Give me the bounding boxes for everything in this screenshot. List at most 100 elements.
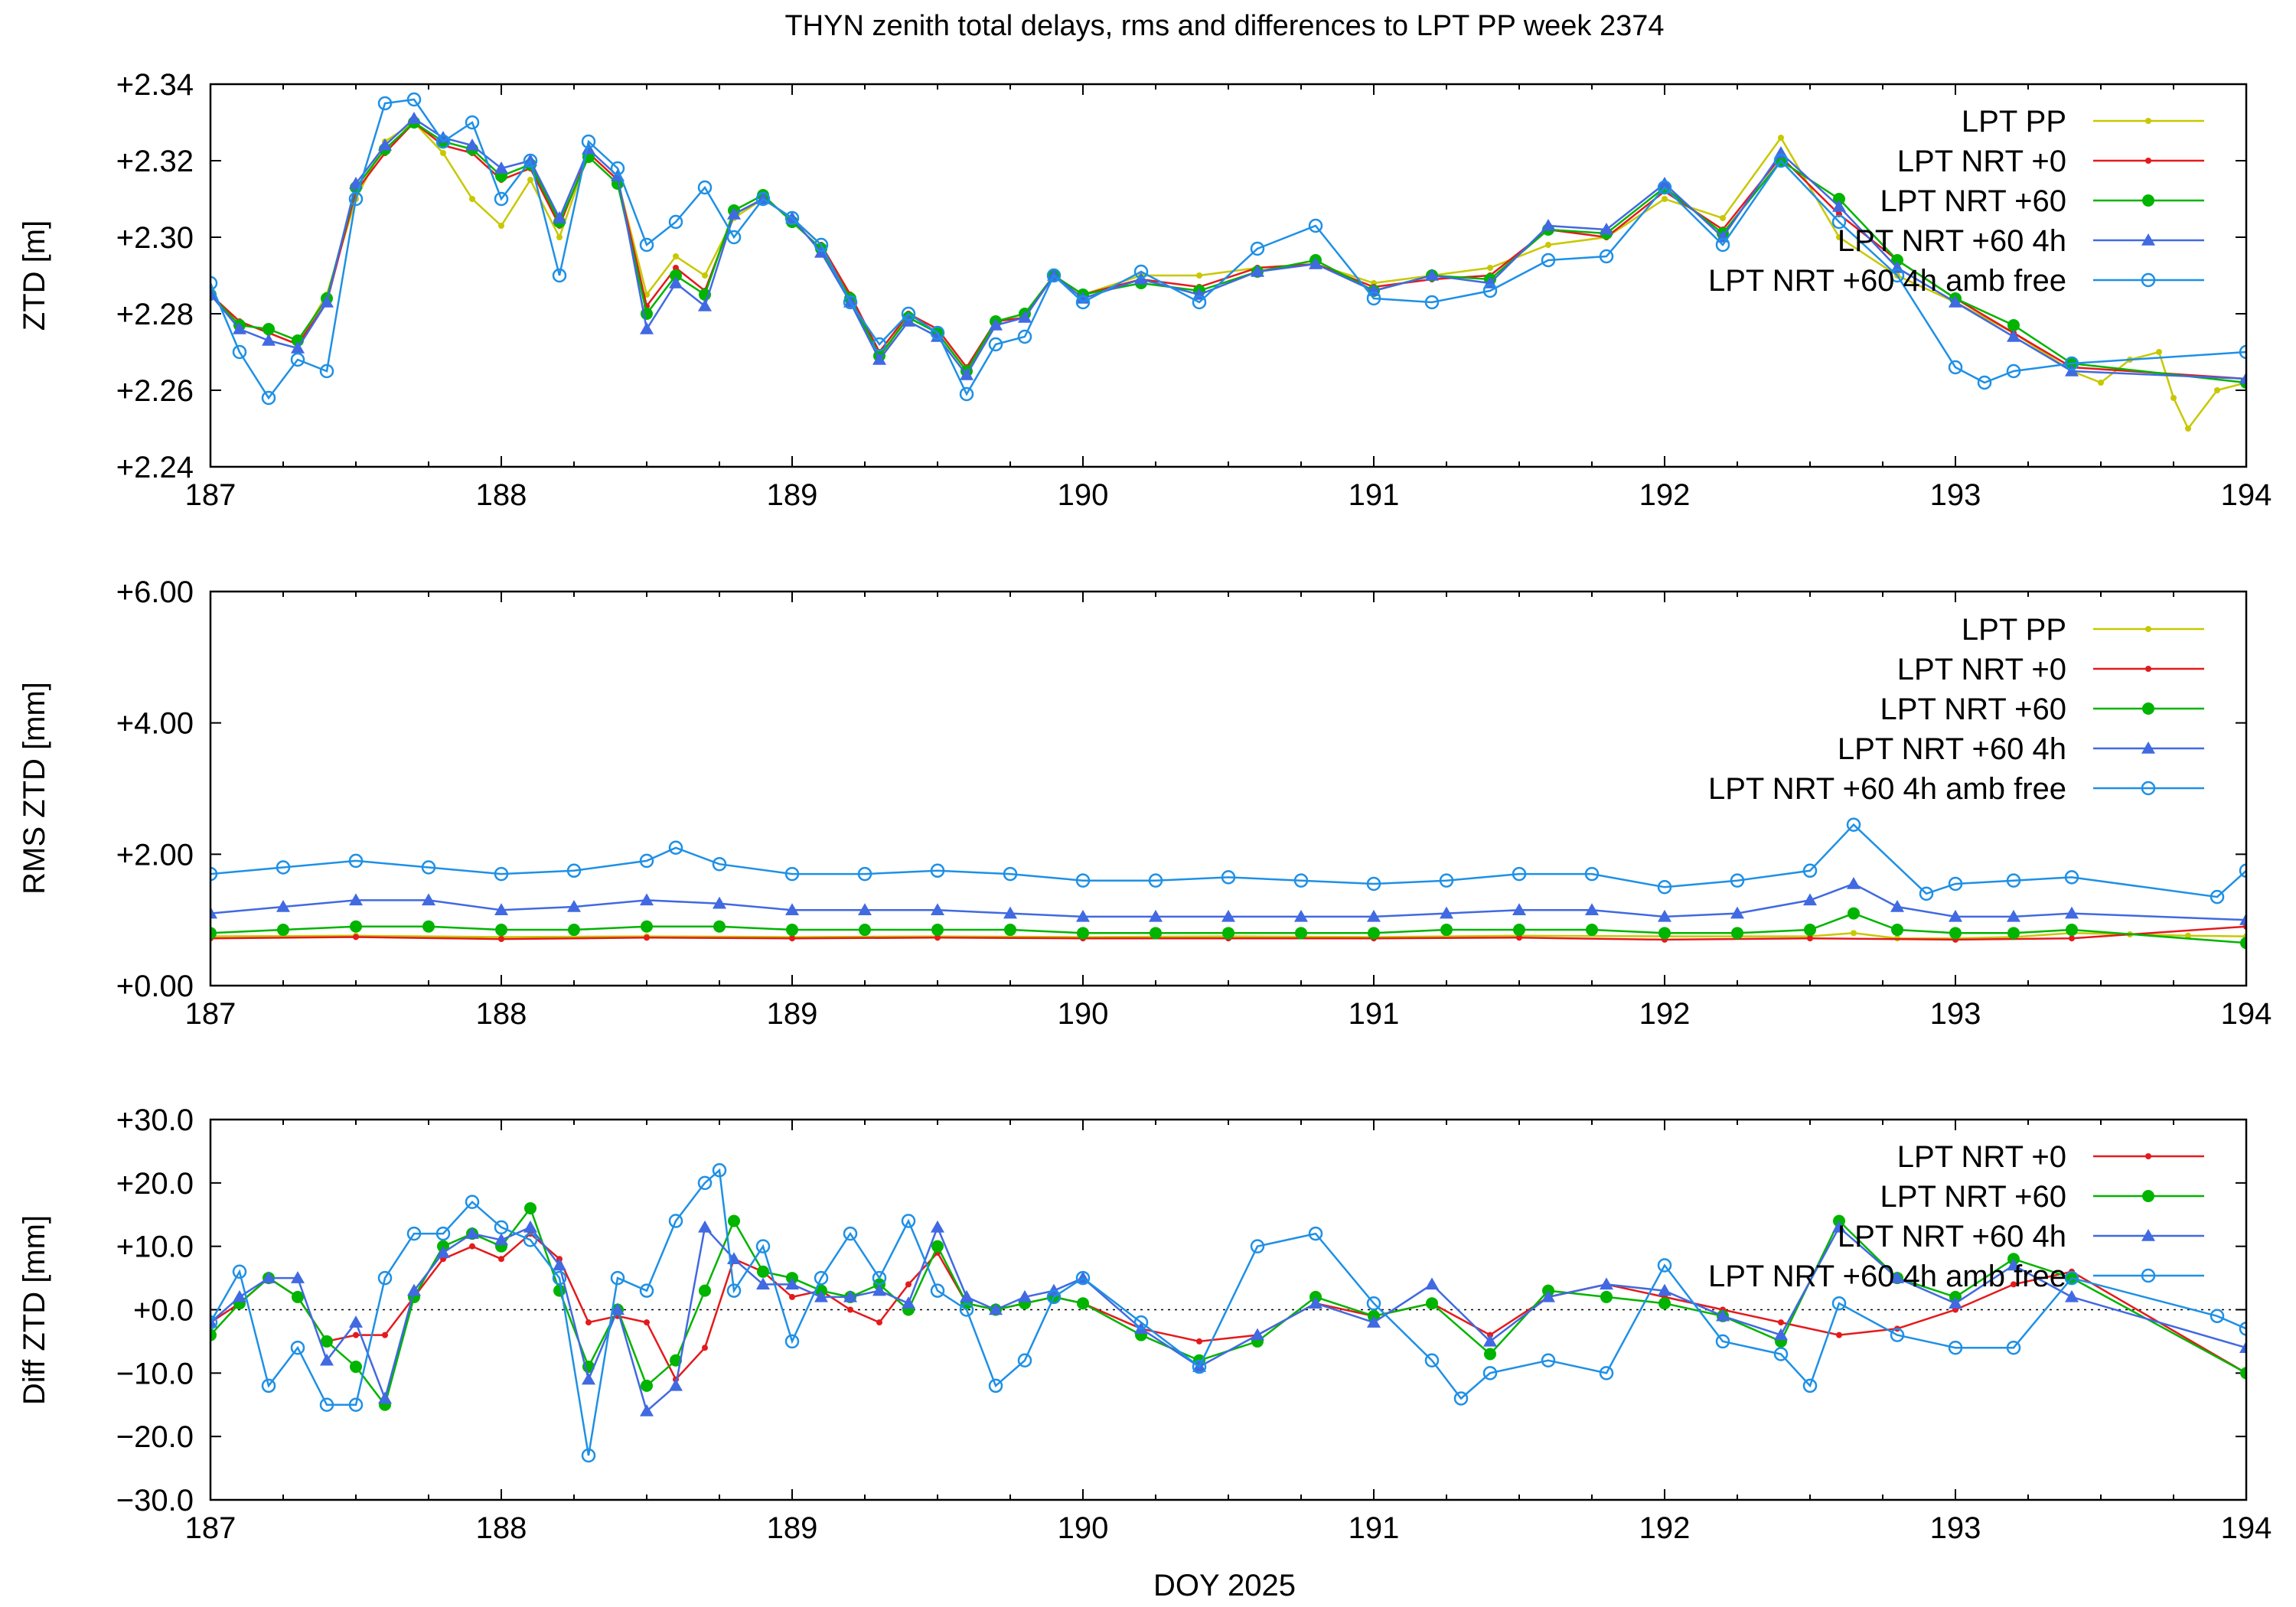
series-lpt-nrt-60-4h-amb-free-point [784, 866, 800, 882]
series-lpt-nrt-60-4h-amb-free-point [930, 1283, 945, 1298]
series-lpt-nrt-60-4h-amb-free-point [1541, 253, 1556, 268]
series-lpt-pp-point [1778, 135, 1784, 141]
series-lpt-nrt-60-point [321, 1335, 333, 1348]
series-lpt-nrt-0-point [644, 1319, 650, 1326]
x-tick-label: 187 [185, 478, 236, 512]
series-lpt-nrt-60-4h-amb-free-point [421, 860, 436, 875]
series-lpt-nrt-60-4h-point [1949, 909, 1962, 922]
series-lpt-nrt-60-4h-point [931, 903, 944, 916]
y-tick-label: −30.0 [116, 1484, 194, 1517]
series-lpt-nrt-60-4h-amb-free-point [784, 210, 800, 226]
x-tick-label: 192 [1639, 1511, 1691, 1545]
series-lpt-nrt-60-4h-amb-free-point [2239, 1322, 2246, 1336]
series-lpt-nrt-60-4h-point [727, 207, 741, 220]
series-lpt-nrt-60-point [713, 920, 726, 933]
series-lpt-nrt-60-4h-amb-free-point [1075, 1270, 1091, 1286]
series-lpt-pp-point [440, 150, 446, 156]
series-lpt-nrt-0-point [1778, 1319, 1784, 1326]
chart-title: THYN zenith total delays, rms and differ… [784, 10, 1664, 42]
series-lpt-nrt-0-point [353, 934, 359, 940]
series-lpt-pp-point [1196, 272, 1202, 279]
series-lpt-nrt-60-4h-point [989, 318, 1003, 331]
series-lpt-nrt-60-4h-point [1658, 177, 1671, 189]
series-lpt-nrt-60-point [1949, 927, 1962, 940]
series-lpt-nrt-60-4h-point [1803, 893, 1817, 906]
series-lpt-pp-point [2098, 380, 2104, 386]
series-lpt-nrt-60-point [277, 924, 289, 937]
series-lpt-nrt-60-4h-point [1890, 900, 1904, 912]
chart-panels: 187 188 189 190 191 192 193 194 +2.24 +2.26 +2.28 +… [18, 68, 2272, 1545]
series-lpt-nrt-60-point [553, 1284, 566, 1297]
series-lpt-nrt-60-4h-amb-free-point [1192, 295, 1207, 310]
series-lpt-nrt-60-4h-point [640, 1404, 654, 1416]
series-lpt-nrt-60-4h-point [872, 1283, 886, 1296]
series-lpt-nrt-60-4h-amb-free-point [1366, 291, 1381, 306]
x-tick-label: 190 [1058, 478, 1109, 512]
series-lpt-nrt-60-4h-point [989, 1302, 1003, 1315]
series-lpt-nrt-60-4h-point [1600, 223, 1613, 235]
legend-label: LPT NRT +0 [1897, 145, 2066, 178]
series-lpt-pp-line [210, 932, 2246, 940]
x-tick-label: 193 [1930, 997, 1981, 1031]
series-lpt-nrt-60-4h-amb-free-point [959, 1302, 974, 1317]
series-lpt-nrt-60-4h-amb-free-point [377, 1270, 393, 1286]
series-lpt-nrt-60-4h-amb-free-point [1599, 249, 1614, 264]
series-lpt-nrt-60-point [1833, 193, 1845, 205]
series-lpt-nrt-60-4h-amb-free-point [1657, 880, 1672, 895]
x-tick-label: 194 [2221, 1511, 2272, 1545]
series-lpt-nrt-60-4h-amb-free-point [668, 1214, 683, 1228]
series-lpt-nrt-60-4h-amb-free-point [1046, 1289, 1062, 1305]
legend-label: LPT NRT +60 4h [1838, 732, 2066, 766]
series-lpt-nrt-60-4h-point [1367, 1315, 1381, 1328]
legend-marker-sample [2145, 626, 2151, 632]
legend-label: LPT NRT +60 4h amb free [1708, 1260, 2066, 1293]
legend: LPT PP LPT NRT +0 LPT NRT +60 LPT NRT +60 4… [1708, 613, 2204, 806]
series-lpt-nrt-0-point [469, 1243, 475, 1250]
series-lpt-nrt-60-4h-point [1149, 909, 1163, 922]
series-lpt-nrt-60-4h-amb-free-point [1453, 1391, 1469, 1406]
series-lpt-nrt-60-4h-amb-free-point [319, 1397, 334, 1412]
legend-label: LPT NRT +60 4h [1838, 1220, 2066, 1253]
series-lpt-nrt-60-4h-amb-free-point [261, 1378, 276, 1393]
series-lpt-nrt-60-4h-amb-free-point [1250, 1239, 1265, 1253]
y-axis-label: ZTD [m] [18, 220, 51, 331]
series-lpt-nrt-0-point [498, 1256, 504, 1263]
series-lpt-nrt-60-4h-amb-free-point [552, 1270, 567, 1286]
series-lpt-nrt-60-4h-point [2065, 1289, 2079, 1302]
series-lpt-nrt-60-4h-amb-free-point [668, 840, 683, 855]
y-tick-label: +6.00 [116, 575, 194, 609]
x-tick-label: 190 [1058, 1511, 1109, 1545]
series-lpt-nrt-60-4h-amb-free-point [784, 1334, 800, 1349]
series-lpt-nrt-60-4h-amb-free-point [1715, 237, 1730, 253]
series-lpt-nrt-0-point [789, 935, 795, 942]
legend-marker-sample [2142, 194, 2154, 207]
y-tick-label: +2.26 [116, 374, 194, 408]
series-lpt-nrt-60-4h-amb-free-point [581, 1448, 596, 1463]
y-tick-label: +2.24 [116, 451, 194, 484]
series-lpt-nrt-60-point [1222, 927, 1234, 940]
series-lpt-nrt-60-point [1150, 927, 1162, 940]
series-lpt-nrt-60-4h-amb-free-point [232, 344, 247, 360]
series-lpt-nrt-60-4h-amb-free-point [814, 237, 829, 253]
series-lpt-nrt-60-4h-amb-free-point [435, 134, 451, 149]
y-tick-label: −20.0 [116, 1420, 194, 1454]
series-lpt-nrt-60-4h-point [785, 1277, 799, 1290]
series-lpt-pp-point [673, 253, 679, 259]
series-lpt-nrt-60-4h-point [611, 1302, 625, 1315]
series-lpt-nrt-60-point [699, 1284, 711, 1297]
series-lpt-nrt-60-4h-amb-free-point [1541, 1353, 1556, 1368]
series-lpt-nrt-60-4h-point [669, 1378, 683, 1391]
series-lpt-pp-point [2185, 932, 2191, 939]
series-lpt-nrt-60-4h-point [378, 1391, 392, 1404]
series-lpt-nrt-60-4h-point [960, 368, 974, 380]
series-lpt-nrt-0-point [2011, 1281, 2017, 1288]
series-lpt-nrt-0-point [905, 1281, 912, 1288]
series-lpt-nrt-60-4h-amb-free-point [697, 180, 713, 195]
series-lpt-nrt-60-4h-point [1774, 1328, 1788, 1341]
series-lpt-nrt-60-4h-amb-free-point [1846, 817, 1861, 832]
series-lpt-nrt-60-4h-amb-free-point [697, 1175, 713, 1191]
series-lpt-nrt-60-point [1440, 924, 1453, 937]
series-lpt-nrt-60-4h-point [320, 1353, 334, 1366]
x-tick-label: 189 [767, 478, 818, 512]
series-lpt-nrt-60-4h-amb-free-point [901, 1214, 916, 1228]
